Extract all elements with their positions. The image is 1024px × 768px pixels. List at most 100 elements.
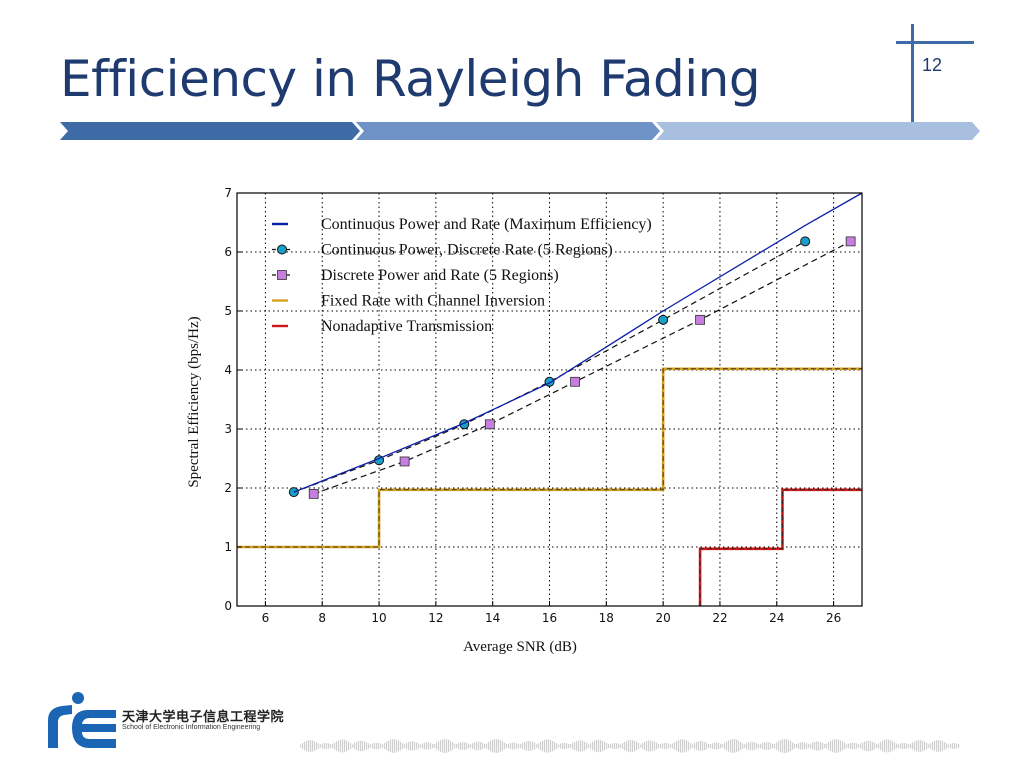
wave-bar [668,743,670,749]
wave-bar [512,742,514,750]
wave-bar [334,742,336,750]
wave-bar [608,744,610,748]
wave-bar [824,744,826,748]
wave-bar [912,742,914,750]
wave-bar [330,744,332,748]
wave-bar [542,740,544,752]
wave-bar [952,743,954,749]
wave-bar [484,744,486,748]
wave-bar [876,744,878,748]
wave-bar [710,744,712,748]
wave-bar [728,740,730,752]
wave-bar [590,743,592,749]
wave-bar [756,743,758,749]
legend-label: Discrete Power and Rate (5 Regions) [321,267,559,284]
wave-bar [526,741,528,751]
wave-bar [316,742,318,750]
wave-bar [358,741,360,751]
wave-bar [842,741,844,751]
wave-bar [684,739,686,753]
wave-bar [798,743,800,749]
wave-bar [428,742,430,750]
corner-cross-vertical [911,24,914,128]
wave-bar [892,741,894,751]
wave-bar [794,743,796,749]
wave-bar [552,740,554,752]
wave-bar [642,743,644,749]
wave-bar [622,743,624,749]
wave-bar [314,741,316,751]
wave-bar [698,741,700,751]
legend-label: Nonadaptive Transmission [321,318,492,335]
wave-bar [774,743,776,749]
wave-bar [918,740,920,752]
wave-bar [878,743,880,749]
wave-bar [402,743,404,749]
wave-bar [866,740,868,752]
wave-bar [524,742,526,750]
legend-swatch-circle [277,244,287,255]
wave-bar [508,743,510,749]
wave-bar [886,739,888,753]
wave-bar [616,743,618,749]
wave-bar [440,740,442,752]
wave-bar [518,743,520,749]
wave-bar [352,744,354,748]
wave-bar [568,743,570,749]
wave-bar [554,742,556,750]
legend-swatch-square [277,270,287,280]
data-point-square [399,456,410,467]
wave-bar [360,740,362,752]
wave-bar [714,742,716,750]
wave-bar [520,744,522,748]
wave-bar [390,739,392,753]
wave-bar [394,739,396,753]
wave-bar [336,741,338,751]
wave-bar [560,743,562,749]
wave-bar [826,743,828,749]
x-tick-label: 24 [769,611,784,625]
banner-segment-dark [60,122,360,140]
wave-bar [482,742,484,750]
wave-bar [460,742,462,750]
wave-bar [674,742,676,750]
x-tick-label: 22 [712,611,727,625]
wave-bar [382,744,384,748]
wave-bar [424,742,426,750]
wave-bar [376,742,378,750]
wave-bar [942,741,944,751]
wave-bar [372,743,374,749]
wave-bar [610,743,612,749]
y-tick-label: 4 [224,363,232,377]
wave-bar [430,742,432,750]
wave-bar [854,742,856,750]
wave-bar [846,744,848,748]
wave-bar [832,739,834,753]
wave-bar [604,741,606,751]
x-tick-label: 12 [428,611,443,625]
wave-bar [550,739,552,753]
wave-bar [888,739,890,753]
wave-bar [598,739,600,753]
wave-bar [436,742,438,750]
wave-bar [322,743,324,749]
legend: Continuous Power and Rate (Maximum Effic… [272,216,652,335]
wave-bar [514,742,516,750]
wave-bar [528,741,530,751]
wave-bar [342,739,344,753]
wave-bar [672,743,674,749]
wave-bar [680,739,682,753]
wave-bar [790,741,792,751]
wave-bar [784,739,786,753]
wave-bar [410,741,412,751]
wave-bar [324,743,326,749]
wave-bar [744,744,746,748]
wave-bar [450,740,452,752]
wave-bar [796,744,798,748]
wave-bar [504,742,506,750]
wave-bar [936,740,938,752]
wave-bar [328,743,330,749]
wave-bar [740,741,742,751]
wave-bar [760,743,762,749]
wave-bar [490,740,492,752]
